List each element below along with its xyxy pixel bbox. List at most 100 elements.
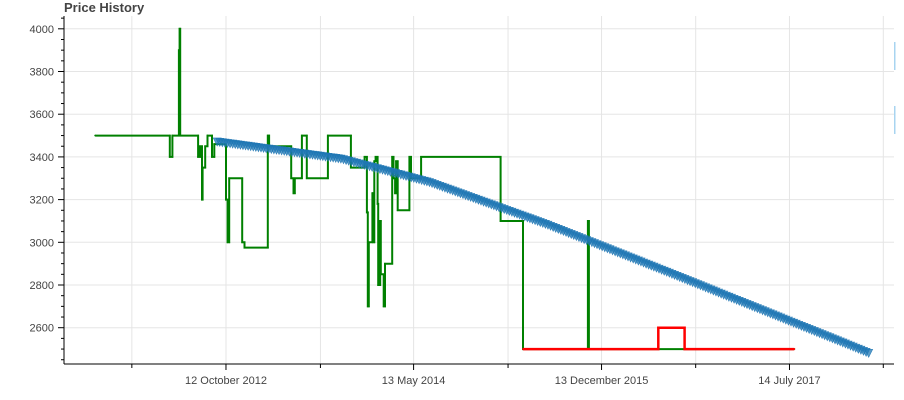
data-point-price-18: [201, 166, 204, 169]
data-point-price-70: [374, 156, 377, 158]
data-point-price-43: [292, 177, 295, 180]
data-point-price-50: [305, 177, 308, 180]
data-point-price-46: [293, 177, 296, 180]
data-point-price-47: [301, 177, 303, 180]
data-point-price-42: [290, 177, 293, 180]
toolbar-edge-bottom: [894, 106, 896, 134]
data-point-price-82: [384, 262, 386, 265]
y-tick-label-4000: 4000: [30, 24, 54, 36]
x-tick-label-3: 14 July 2017: [758, 375, 820, 387]
data-point-price-39: [268, 134, 271, 137]
data-point-price-51: [326, 177, 329, 180]
data-point-price-91: [396, 160, 399, 163]
data-point-price-84: [391, 156, 394, 158]
data-point-price-28: [225, 198, 227, 201]
data-point-price-98: [420, 156, 422, 158]
data-point-price-30: [226, 241, 229, 244]
data-point-target-0: [522, 348, 524, 350]
data-point-target-2: [657, 326, 660, 329]
x-tick-label-0: 12 October 2012: [185, 375, 267, 387]
data-point-price-34: [241, 241, 244, 244]
data-point-price-95: [410, 156, 412, 158]
data-point-price-57: [365, 156, 368, 158]
data-point-price-36: [243, 246, 246, 249]
data-point-price-44: [292, 192, 295, 195]
data-point-price-24: [211, 156, 213, 158]
y-tick-label-3000: 3000: [30, 237, 54, 249]
data-point-price-0: [94, 134, 97, 137]
data-point-price-17: [201, 198, 204, 201]
data-point-price-65: [372, 192, 374, 195]
data-point-price-2: [168, 156, 171, 158]
data-point-price-83: [391, 262, 394, 265]
data-point-price-45: [293, 192, 296, 195]
data-point-price-80: [382, 305, 385, 308]
data-point-price-23: [211, 134, 213, 137]
data-point-price-105: [587, 220, 590, 222]
data-point-price-79: [382, 273, 385, 276]
data-point-price-9: [179, 27, 182, 30]
data-point-price-11: [197, 134, 199, 137]
data-point-price-85: [392, 156, 395, 158]
data-point-price-69: [374, 160, 377, 163]
data-point-price-33: [241, 177, 244, 180]
data-point-price-94: [408, 156, 411, 158]
data-point-price-86: [392, 177, 395, 180]
axis-layer: 2600 2800 3000 3200 3400 3600 3800 4000 12 Octob…: [30, 16, 894, 387]
data-point-price-90: [395, 160, 397, 163]
data-point-price-99: [499, 156, 502, 158]
data-point-price-15: [201, 145, 203, 148]
data-point-target-5: [793, 348, 796, 350]
data-point-price-26: [213, 143, 216, 145]
data-point-price-92: [396, 209, 399, 212]
data-point-price-12: [197, 156, 199, 158]
data-point-price-22: [206, 134, 209, 137]
data-point-price-53: [350, 134, 352, 137]
series-line-target: [523, 326, 795, 351]
data-point-target-3: [683, 326, 686, 329]
data-point-price-1: [168, 134, 171, 137]
data-point-price-54: [350, 166, 352, 169]
data-point-price-25: [213, 156, 216, 158]
x-tick-label-1: 13 May 2014: [382, 375, 446, 387]
data-point-price-77: [379, 220, 382, 222]
data-point-price-5: [178, 134, 180, 137]
data-point-price-89: [395, 192, 397, 195]
data-point-price-74: [377, 284, 380, 286]
data-point-price-31: [228, 241, 231, 244]
data-point-price-52: [326, 134, 329, 137]
series-layer: [94, 27, 874, 358]
data-point-price-41: [290, 145, 293, 148]
data-point-price-20: [204, 145, 207, 148]
data-point-price-19: [204, 166, 207, 169]
forecast-marker-252: [864, 349, 874, 358]
data-point-price-67: [373, 241, 376, 244]
y-tick-label-3400: 3400: [30, 152, 54, 164]
data-point-price-66: [372, 241, 374, 244]
data-point-price-37: [266, 246, 269, 249]
y-tick-label-3200: 3200: [30, 195, 54, 207]
chart-title: Price History: [64, 0, 145, 15]
data-point-price-81: [384, 305, 386, 308]
data-point-price-38: [266, 134, 269, 137]
data-point-price-56: [363, 156, 366, 158]
data-point-price-78: [379, 273, 382, 276]
data-point-price-59: [366, 211, 369, 214]
data-point-price-3: [171, 156, 174, 158]
data-point-price-7: [178, 49, 181, 52]
data-point-price-49: [305, 134, 308, 137]
y-tick-label-3800: 3800: [30, 67, 54, 79]
data-point-price-35: [243, 241, 246, 244]
data-point-price-100: [499, 220, 502, 222]
data-point-price-61: [367, 305, 370, 308]
data-point-price-13: [199, 156, 201, 158]
y-tick-label-3600: 3600: [30, 109, 54, 121]
data-point-price-101: [522, 220, 524, 222]
data-point-price-4: [171, 134, 174, 137]
data-point-price-29: [226, 198, 229, 201]
y-tick-label-2800: 2800: [30, 280, 54, 292]
toolbar-edge-top: [894, 42, 896, 70]
data-point-price-71: [376, 156, 379, 158]
data-point-price-73: [377, 202, 380, 205]
